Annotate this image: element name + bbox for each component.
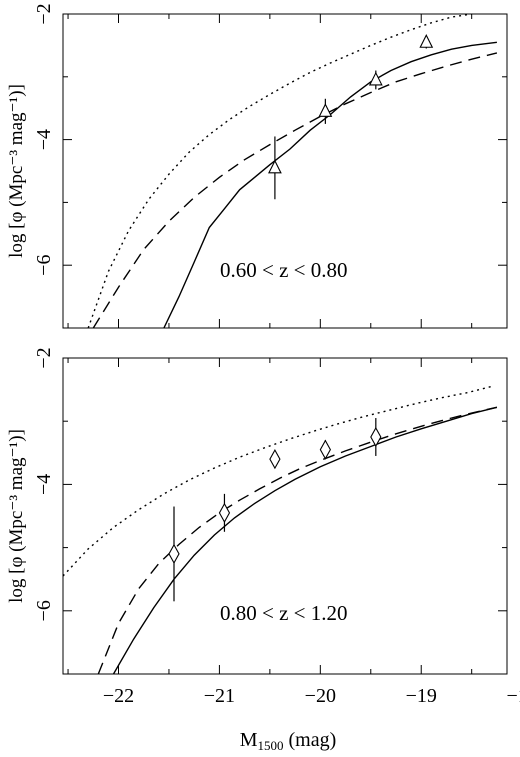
x-tick-label: −22 (103, 685, 134, 707)
panel-top-plot: −2 −4 −6 0.60 < z < 0.80 log [φ (Mpc⁻³ mag… (6, 3, 508, 329)
triangle-marker (318, 103, 333, 117)
triangle-marker (368, 71, 383, 86)
data-points (268, 34, 434, 200)
data-points (168, 418, 382, 602)
dashed-model-curve (97, 406, 498, 674)
plot-frame (62, 357, 508, 675)
x-axis-label-main: M (240, 729, 258, 751)
triangle-marker (268, 159, 282, 174)
y-tick-label: −2 (33, 3, 55, 24)
axis-ticks: −2 −4 −6 (33, 3, 507, 329)
x-tick-label: −19 (406, 685, 437, 707)
panel-bottom-plot: −22 −21 −20 −19 −18 −2 −4 −6 0.80 < z < 1.20 lo… (6, 347, 520, 753)
dotted-model-curve (63, 385, 493, 577)
x-axis-label-unit: (mag) (284, 729, 337, 751)
y-tick-label: −6 (33, 600, 55, 621)
model-curves (63, 385, 498, 674)
y-tick-label: −4 (33, 474, 55, 495)
x-axis-label-subscript: 1500 (258, 738, 284, 753)
y-tick-label: −4 (33, 129, 55, 150)
plot-frame (62, 13, 508, 329)
dashed-model-curve (92, 52, 498, 328)
y-tick-label: −2 (33, 347, 55, 368)
axis-ticks: −22 −21 −20 −19 −18 −2 −4 −6 (33, 347, 520, 707)
diamond-marker (319, 439, 331, 460)
diamond-marker (168, 543, 180, 565)
solid-model-curve (112, 406, 498, 674)
x-axis-label: M1500 (mag) (240, 729, 337, 753)
redshift-bin-label: 0.80 < z < 1.20 (220, 601, 348, 625)
y-tick-label: −6 (33, 255, 55, 276)
dotted-model-curve (87, 14, 472, 328)
y-axis-label: log [φ (Mpc⁻³ mag⁻¹)] (6, 84, 27, 258)
x-tick-label: −21 (204, 685, 235, 707)
solid-model-curve (163, 41, 497, 328)
diamond-marker (218, 502, 231, 523)
y-axis-label: log [φ (Mpc⁻³ mag⁻¹)] (6, 429, 27, 603)
diamond-marker (370, 426, 382, 448)
x-tick-label: −18 (506, 685, 520, 707)
redshift-bin-label: 0.60 < z < 0.80 (220, 258, 348, 282)
x-tick-label: −20 (305, 685, 336, 707)
diamond-marker (269, 448, 281, 470)
model-curves (87, 14, 498, 328)
triangle-marker (419, 34, 434, 48)
